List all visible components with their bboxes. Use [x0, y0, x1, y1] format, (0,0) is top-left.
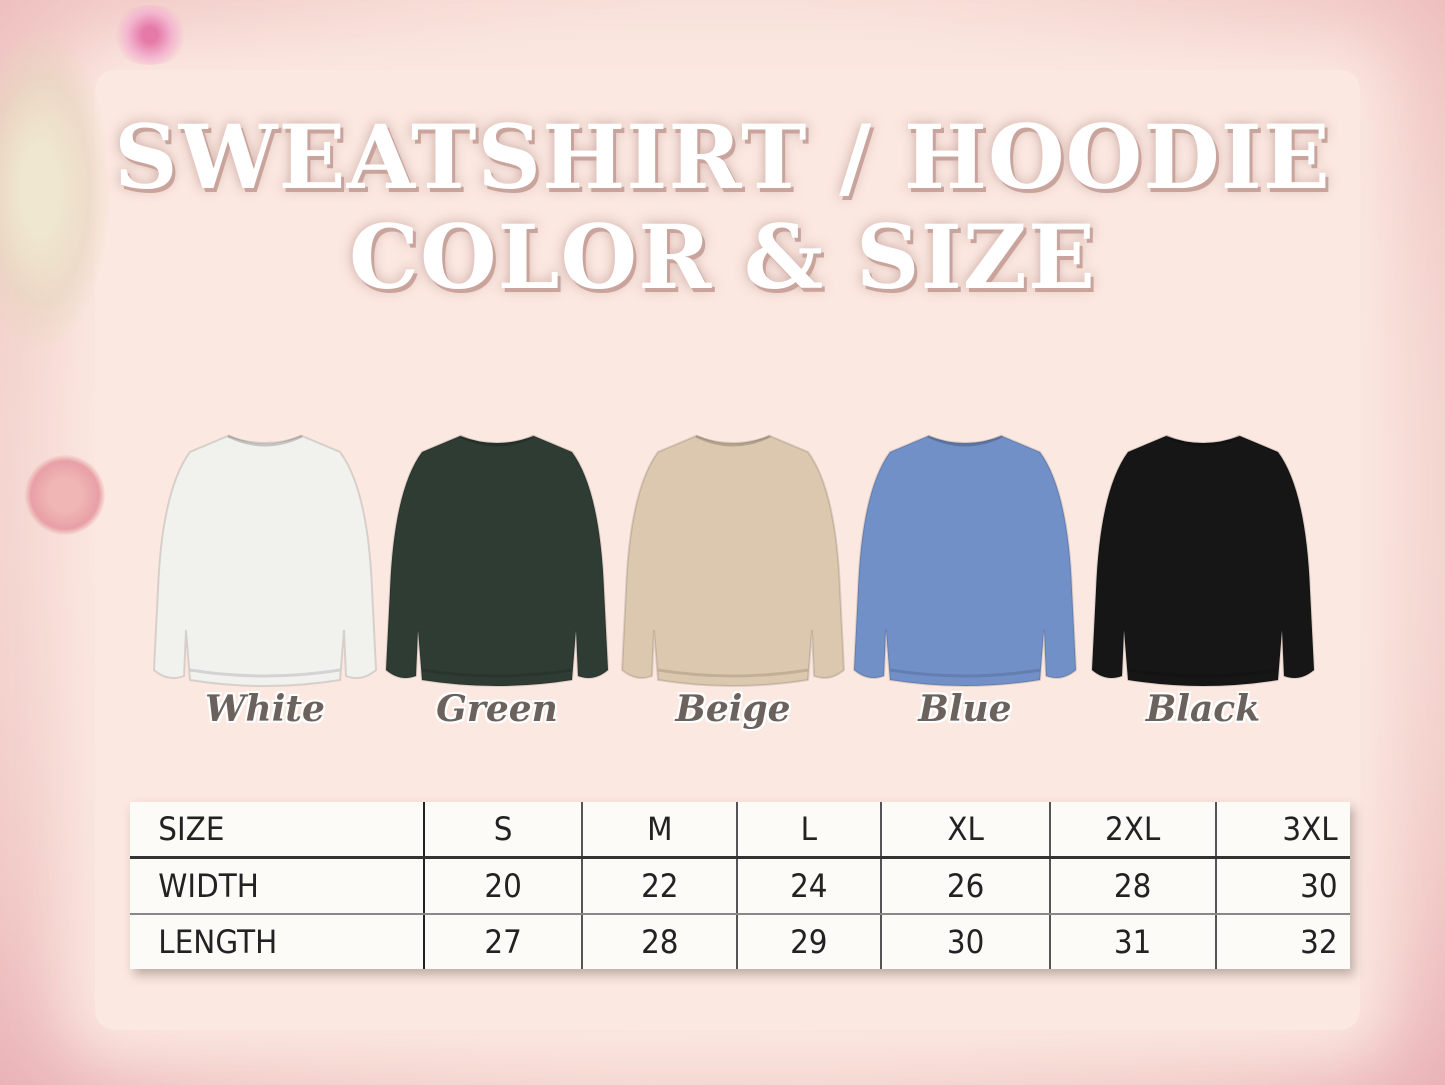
sweatshirt-blue-image [850, 430, 1080, 690]
table-row: WIDTH 20 22 24 26 28 30 [130, 857, 1350, 915]
table-cell: 30 [1220, 857, 1345, 915]
title-line-2: COLOR & SIZE [348, 205, 1097, 309]
table-cell: 22 [587, 857, 732, 915]
table-cell: 32 [1220, 914, 1345, 969]
table-cell: 28 [587, 914, 732, 969]
table-cell: 20 [429, 857, 576, 915]
row-label: WIDTH [141, 857, 413, 915]
table-cell: 26 [886, 857, 1044, 915]
table-cell: 29 [742, 914, 876, 969]
sweatshirt-beige-image [618, 430, 848, 690]
color-label: Blue [918, 688, 1012, 730]
table-cell: 31 [1056, 914, 1210, 969]
table-cell: 30 [886, 914, 1044, 969]
column-header: XL [886, 802, 1044, 859]
table-header-row: SIZE S M L XL 2XL 3XL [130, 802, 1350, 859]
button-decoration-icon [25, 455, 105, 535]
row-label: LENGTH [141, 914, 413, 969]
title-line-1: SWEATSHIRT / HOODIE [114, 105, 1331, 209]
table-cell: 24 [742, 857, 876, 915]
sweatshirt-black-image [1088, 430, 1318, 690]
table-row: LENGTH 27 28 29 30 31 32 [130, 914, 1350, 969]
color-label: White [205, 688, 325, 730]
column-header: M [587, 802, 732, 859]
table-cell: 28 [1056, 857, 1210, 915]
size-chart-table: SIZE S M L XL 2XL 3XL WIDTH 20 22 24 26 28 30 LENGTH 27… [130, 802, 1350, 969]
color-label: Green [436, 688, 558, 730]
flower-decoration-icon [0, 30, 110, 350]
sweatshirt-green-image [382, 430, 612, 690]
column-header: 3XL [1220, 802, 1345, 859]
sweatshirt-white-image [150, 430, 380, 690]
color-label: Beige [675, 688, 791, 730]
color-label: Black [1145, 688, 1261, 730]
column-header: L [742, 802, 876, 859]
flower-decoration-icon [110, 5, 190, 65]
column-header: S [429, 802, 576, 859]
table-cell: 27 [429, 914, 576, 969]
column-header: SIZE [141, 802, 413, 859]
column-header: 2XL [1056, 802, 1210, 859]
